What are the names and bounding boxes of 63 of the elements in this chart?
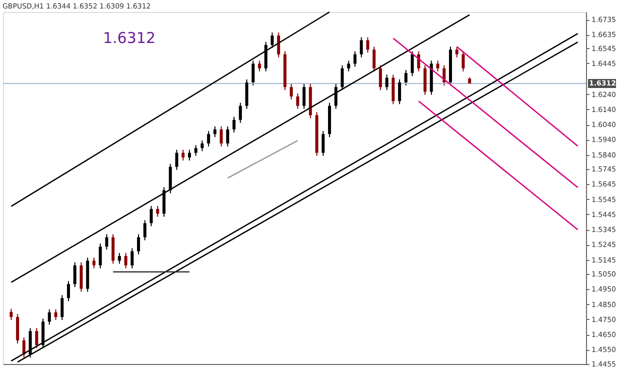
candlestick (66, 280, 70, 302)
candlestick (347, 60, 350, 72)
candlestick (80, 262, 83, 292)
candlestick (455, 46, 458, 58)
candlestick (10, 308, 13, 321)
candlestick (252, 60, 255, 86)
candlestick (188, 149, 191, 162)
candlestick (232, 116, 236, 133)
candlestick (35, 328, 38, 349)
candlestick (143, 220, 146, 241)
candlestick (137, 234, 140, 255)
candlestick (16, 313, 20, 344)
candlestick (213, 126, 216, 138)
candlestick (410, 50, 414, 77)
candlestick (360, 36, 363, 58)
candlestick (334, 84, 338, 110)
candlestick (175, 149, 178, 170)
candlestick (92, 257, 96, 269)
candlestick (302, 84, 306, 110)
candlestick (264, 41, 268, 72)
candlestick (245, 78, 248, 110)
candlestick (277, 32, 280, 58)
candlestick (130, 248, 134, 269)
candlestick (220, 126, 223, 147)
candlestick (290, 84, 293, 100)
candlestick (124, 252, 128, 269)
candlestick (60, 294, 64, 321)
candlestick (378, 64, 382, 91)
candlestick (182, 149, 185, 162)
candlestick (392, 74, 395, 105)
candlestick (353, 50, 356, 68)
candlestick (42, 318, 45, 349)
candlestick (258, 60, 261, 72)
candlestick (226, 126, 230, 147)
candlestick (207, 130, 210, 147)
candlestick (118, 252, 121, 264)
candlestick (462, 50, 465, 72)
candlestick (372, 46, 376, 72)
annotation: 1.6312 (103, 29, 156, 47)
candlestick (98, 243, 102, 269)
candlestick (322, 130, 325, 156)
candlestick (48, 308, 51, 326)
candlestick (28, 328, 32, 358)
candlestick (73, 262, 76, 288)
candlestick (424, 64, 427, 96)
candlestick (156, 205, 160, 218)
candlestick (270, 32, 274, 48)
candlestick (105, 234, 108, 250)
candlestick (150, 205, 153, 227)
candlestick (168, 163, 172, 194)
candlestick (54, 308, 58, 321)
candlestick (162, 186, 166, 218)
candlestick (296, 92, 300, 110)
candlestick (385, 74, 388, 91)
candlestick (398, 78, 402, 105)
candlestick (340, 64, 344, 91)
candlestick (112, 234, 115, 264)
candlestick (366, 36, 370, 54)
candlestick (436, 60, 440, 72)
candlestick (194, 144, 198, 156)
candlestick (200, 140, 204, 152)
candlestick (404, 70, 408, 86)
candlestick (238, 102, 242, 124)
